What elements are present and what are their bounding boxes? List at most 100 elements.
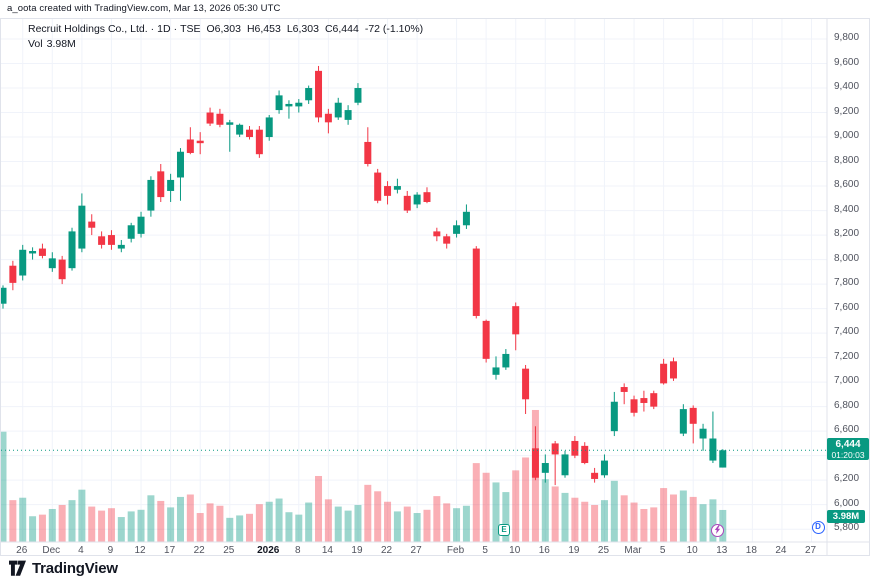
candle-Jan-13[interactable] xyxy=(315,70,323,118)
candle-Jan-8[interactable] xyxy=(295,102,303,107)
candle-Feb-6[interactable] xyxy=(492,367,500,375)
volume-bar xyxy=(472,463,480,542)
split-marker[interactable] xyxy=(710,523,724,537)
candle-Jan-19[interactable] xyxy=(354,88,362,103)
candle-Dec-2[interactable] xyxy=(58,259,66,280)
candle-Dec-8[interactable] xyxy=(98,236,106,245)
candle-Feb-16[interactable] xyxy=(541,463,549,473)
candle-Feb-13[interactable] xyxy=(531,448,539,478)
candle-Jan-23[interactable] xyxy=(393,186,401,190)
candle-Mar-9[interactable] xyxy=(679,409,687,434)
candle-Dec-1[interactable] xyxy=(48,258,56,269)
candle-Feb-9[interactable] xyxy=(502,353,510,368)
time-axis-label: 10 xyxy=(509,545,521,556)
candle-Feb-25[interactable] xyxy=(600,460,608,476)
candle-Dec-29[interactable] xyxy=(246,129,253,138)
volume-bar xyxy=(403,506,411,542)
volume-bar xyxy=(88,506,96,542)
candle-Mar-3[interactable] xyxy=(640,398,648,403)
dividend-marker[interactable]: D xyxy=(811,520,825,534)
candle-Dec-18[interactable] xyxy=(176,151,184,178)
candle-Dec-15[interactable] xyxy=(147,179,155,211)
volume-bar xyxy=(275,498,283,542)
candle-Mar-5[interactable] xyxy=(660,363,668,384)
open-value: 6,303 xyxy=(214,23,241,35)
candle-Jan-30[interactable] xyxy=(443,236,451,244)
candle-Feb-27[interactable] xyxy=(620,387,628,392)
interval-label[interactable]: 1D xyxy=(157,23,171,35)
candle-Feb-5[interactable] xyxy=(482,320,490,359)
candle-Dec-25[interactable] xyxy=(226,122,234,125)
symbol-title[interactable]: Recruit Holdings Co., Ltd. xyxy=(28,23,148,35)
close-value: 6,444 xyxy=(332,23,359,35)
candle-Nov-21[interactable] xyxy=(1,287,7,304)
candle-Feb-24[interactable] xyxy=(591,472,599,479)
candle-Nov-25[interactable] xyxy=(9,265,17,283)
candle-Jan-7[interactable] xyxy=(285,103,293,107)
candle-Mar-6[interactable] xyxy=(669,361,677,379)
candle-Feb-26[interactable] xyxy=(610,401,618,432)
volume-bar xyxy=(620,495,628,542)
candle-Jan-27[interactable] xyxy=(413,194,421,205)
candle-Feb-20[interactable] xyxy=(581,445,589,464)
candle-Jan-21[interactable] xyxy=(374,172,382,201)
candle-Dec-4[interactable] xyxy=(78,205,86,249)
candle-Mar-13[interactable] xyxy=(719,450,727,468)
candle-Jan-9[interactable] xyxy=(305,88,313,101)
candle-Mar-12[interactable] xyxy=(709,438,717,461)
candle-Dec-24[interactable] xyxy=(216,113,224,125)
volume-bar xyxy=(660,488,668,542)
candle-Jan-28[interactable] xyxy=(423,192,431,202)
candle-Mar-2[interactable] xyxy=(630,399,638,413)
candle-Dec-3[interactable] xyxy=(68,231,76,269)
candle-Nov-28[interactable] xyxy=(38,248,46,256)
candle-Dec-16[interactable] xyxy=(157,171,165,198)
candle-Feb-17[interactable] xyxy=(551,443,559,455)
candle-Feb-2[interactable] xyxy=(453,225,461,234)
candle-Mar-4[interactable] xyxy=(650,393,658,407)
price-chart-plot[interactable] xyxy=(1,19,869,555)
candle-Mar-11[interactable] xyxy=(699,428,707,439)
candle-Jan-6[interactable] xyxy=(275,95,283,111)
volume-bar xyxy=(305,502,313,542)
candle-Nov-26[interactable] xyxy=(19,249,27,276)
candle-Jan-15[interactable] xyxy=(334,102,342,118)
candle-Feb-18[interactable] xyxy=(561,454,569,476)
candle-Jan-14[interactable] xyxy=(324,113,332,123)
volume-bar xyxy=(78,489,86,542)
volume-bar xyxy=(433,496,441,542)
candle-Dec-9[interactable] xyxy=(107,235,115,245)
tradingview-logo[interactable]: TradingView xyxy=(8,560,118,577)
candle-Nov-27[interactable] xyxy=(29,251,37,254)
symbol-legend: Recruit Holdings Co., Ltd. · 1D · TSE O6,303 H… xyxy=(28,23,423,35)
volume-bar xyxy=(502,492,510,542)
candle-Dec-30[interactable] xyxy=(255,129,263,155)
time-axis-label: 22 xyxy=(380,545,393,556)
candle-Jan-22[interactable] xyxy=(384,186,392,196)
candle-Jan-16[interactable] xyxy=(344,110,352,120)
candle-Dec-26[interactable] xyxy=(236,124,244,135)
candle-Jan-26[interactable] xyxy=(403,195,411,211)
time-axis-label: 5 xyxy=(659,545,666,556)
candle-Dec-11[interactable] xyxy=(127,225,135,239)
candle-Feb-3[interactable] xyxy=(462,211,470,226)
candle-Feb-4[interactable] xyxy=(472,248,480,316)
candle-Feb-10[interactable] xyxy=(512,306,520,335)
candle-Dec-5[interactable] xyxy=(88,221,96,228)
candle-Dec-22[interactable] xyxy=(196,140,204,144)
volume-bar xyxy=(610,480,618,542)
candle-Feb-19[interactable] xyxy=(571,440,579,456)
candle-Feb-12[interactable] xyxy=(522,368,530,400)
candle-Jan-5[interactable] xyxy=(265,117,273,138)
close-label: C xyxy=(324,23,333,35)
earnings-marker[interactable]: E xyxy=(498,524,510,536)
candle-Mar-10[interactable] xyxy=(689,407,697,424)
candle-Dec-23[interactable] xyxy=(206,112,214,124)
candle-Jan-20[interactable] xyxy=(364,141,372,164)
price-axis-label: 7,400 xyxy=(834,326,860,338)
candle-Dec-10[interactable] xyxy=(117,244,125,249)
candle-Dec-12[interactable] xyxy=(137,216,145,234)
candle-Dec-19[interactable] xyxy=(186,139,194,153)
candle-Dec-17[interactable] xyxy=(167,179,175,191)
candle-Jan-29[interactable] xyxy=(433,231,441,237)
